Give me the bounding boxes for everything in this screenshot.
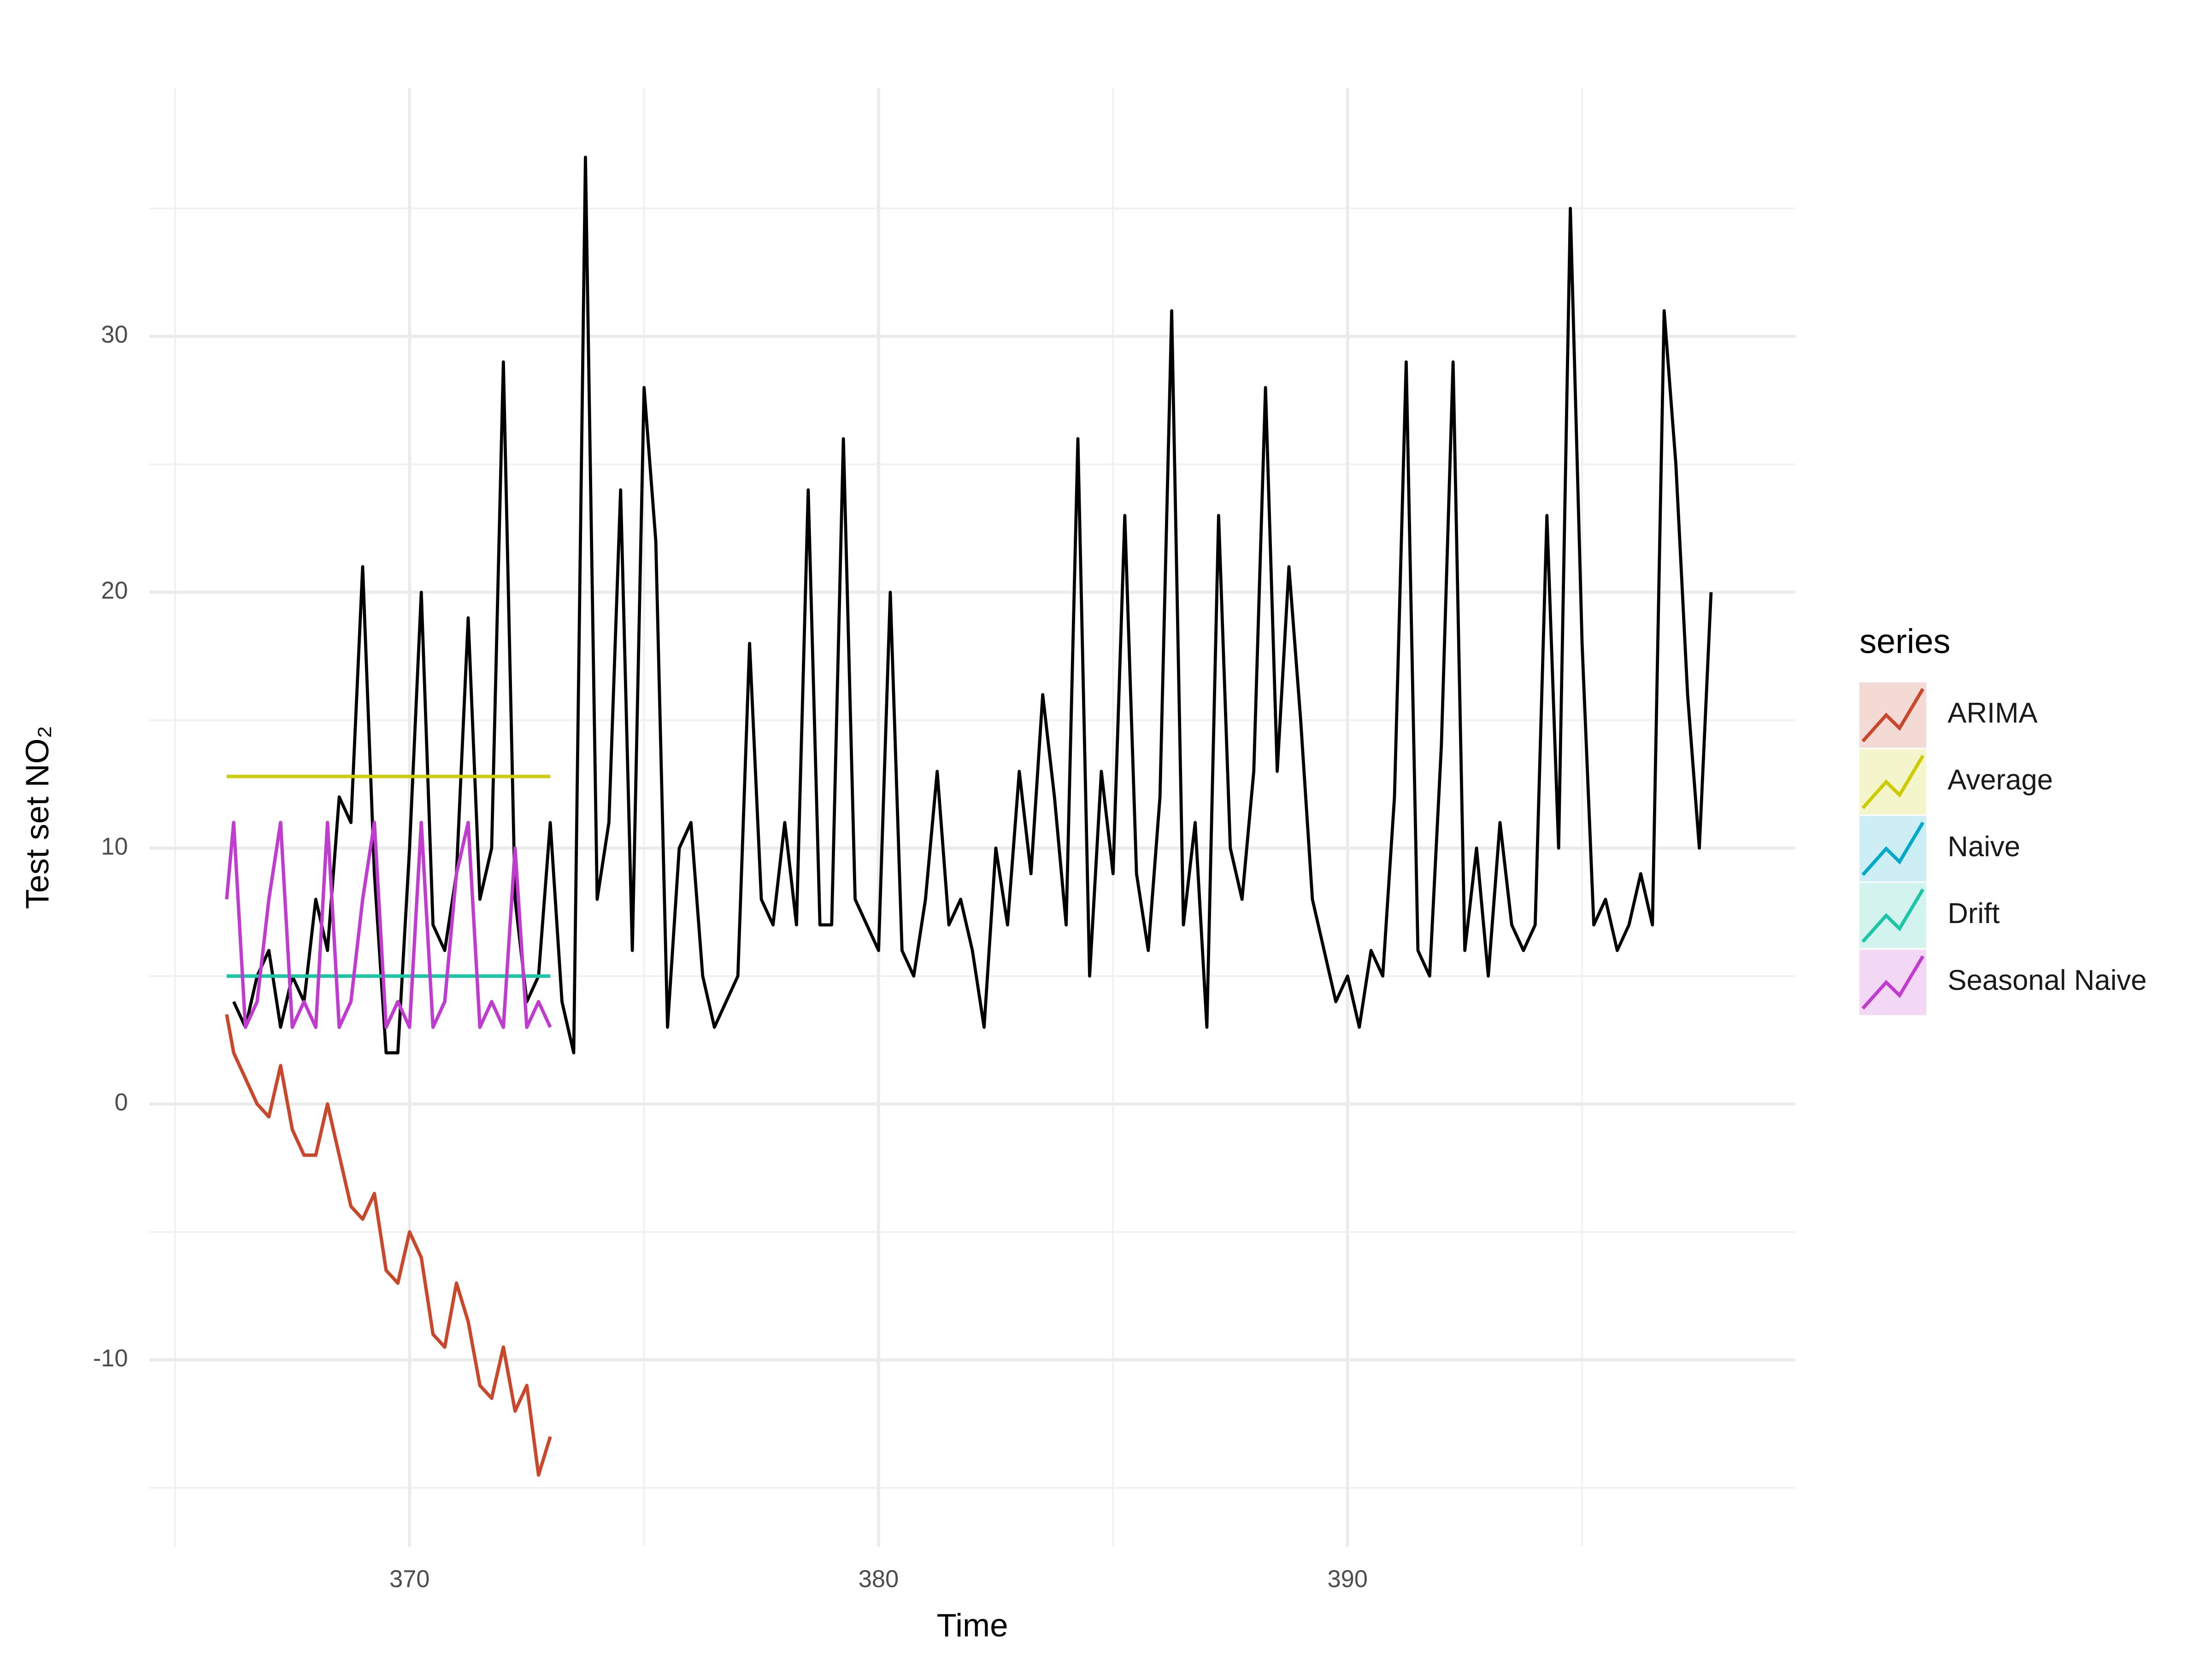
x-tick-label: 390 <box>1327 1566 1368 1593</box>
y-tick-label: 0 <box>114 1089 128 1116</box>
legend-key-line <box>1861 888 1924 943</box>
legend-key <box>1859 949 1926 1015</box>
legend-key <box>1859 816 1926 882</box>
y-axis-title: Test set NO₂ <box>19 726 56 909</box>
legend-key <box>1859 882 1926 948</box>
legend-label: ARIMA <box>1947 697 2038 729</box>
series-line <box>225 1014 552 1477</box>
legend-key-line <box>1861 755 1924 809</box>
series-line <box>225 821 552 1029</box>
y-tick-label: 10 <box>101 833 128 860</box>
legend-key <box>1859 682 1926 748</box>
legend-key-line <box>1861 955 1924 1010</box>
legend-key <box>1859 749 1926 815</box>
legend-label: Naive <box>1947 831 2020 863</box>
legend-label: Drift <box>1947 898 2000 930</box>
legend-title: series <box>1859 622 1950 660</box>
legend-label: Average <box>1947 764 2053 796</box>
y-tick-label: -10 <box>93 1345 128 1372</box>
y-tick-label: 20 <box>101 577 128 604</box>
y-tick-label: 30 <box>101 322 128 348</box>
legend-key-line <box>1861 688 1924 742</box>
x-tick-label: 370 <box>389 1566 430 1593</box>
x-tick-label: 380 <box>859 1566 899 1593</box>
legend-label: Seasonal Naive <box>1947 965 2147 996</box>
legend-key-line <box>1861 821 1924 876</box>
series-line <box>232 155 1713 1055</box>
x-axis-title: Time <box>937 1607 1008 1644</box>
